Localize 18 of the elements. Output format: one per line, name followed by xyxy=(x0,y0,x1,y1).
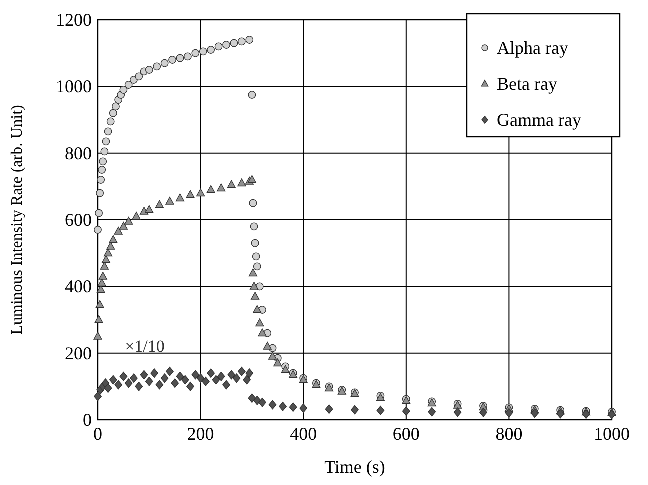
y-tick-label: 0 xyxy=(83,410,92,430)
y-axis-title: Luminous Intensity Rate (arb. Unit) xyxy=(9,105,26,335)
y-tick-label: 1000 xyxy=(56,76,92,97)
y-tick-label: 1200 xyxy=(56,10,92,30)
legend-label: Beta ray xyxy=(497,74,558,94)
annotation: ×1/10 xyxy=(125,337,165,356)
x-tick-label: 200 xyxy=(187,424,214,444)
x-tick-label: 1000 xyxy=(594,424,630,444)
x-tick-label: 800 xyxy=(496,424,523,444)
x-tick-label: 400 xyxy=(290,424,318,444)
y-tick-label: 400 xyxy=(65,276,92,297)
legend-label: Alpha ray xyxy=(497,38,568,58)
legend-label: Gamma ray xyxy=(497,110,582,130)
y-tick-label: 800 xyxy=(65,143,92,164)
y-tick-label: 600 xyxy=(65,210,92,230)
y-tick-label: 200 xyxy=(65,343,92,364)
x-axis-title: Time (s) xyxy=(324,457,386,477)
x-tick-label: 600 xyxy=(392,424,420,444)
